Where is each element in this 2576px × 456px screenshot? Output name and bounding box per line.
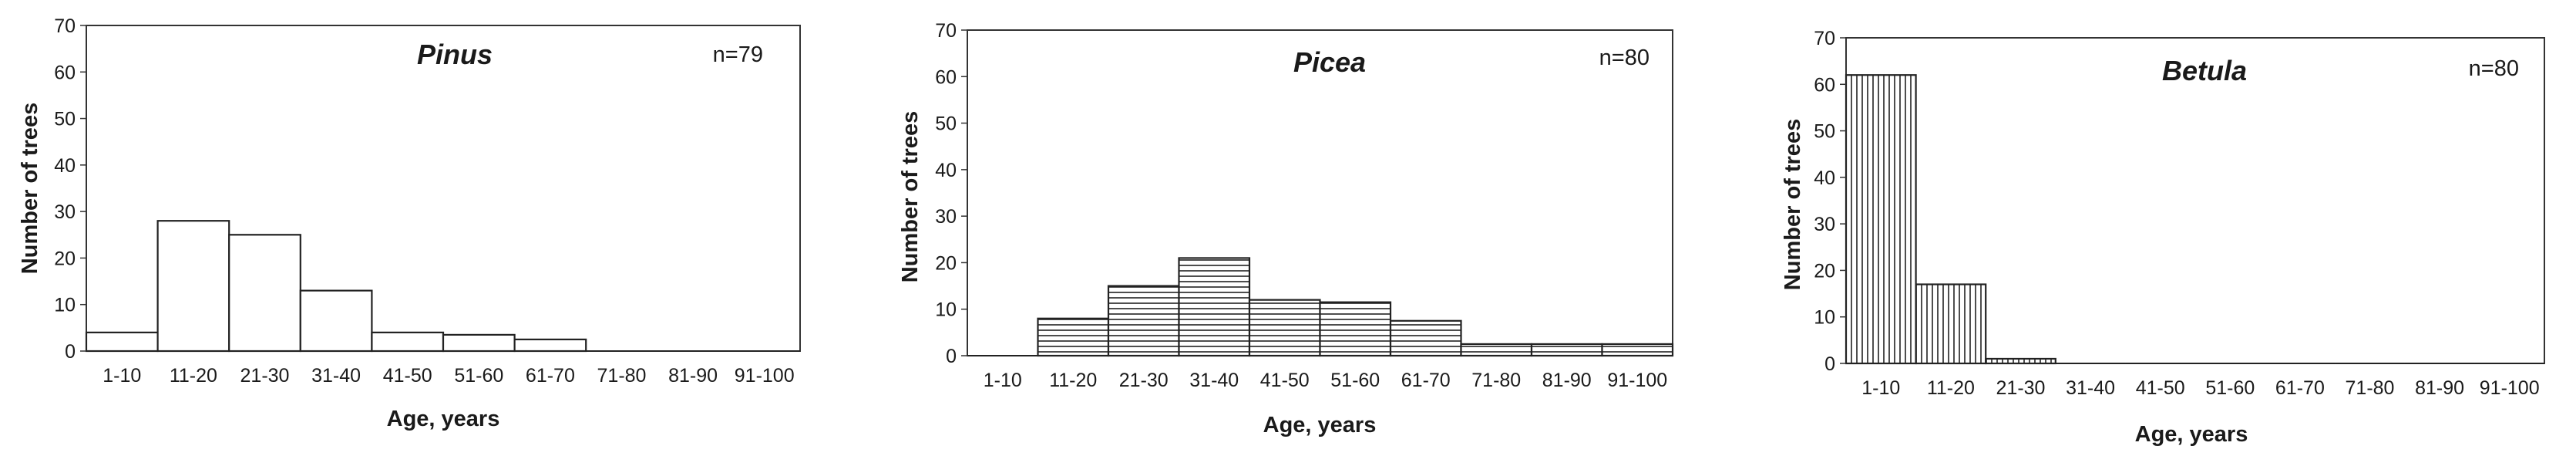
y-tick-label: 20 bbox=[935, 252, 957, 274]
y-tick-label: 60 bbox=[1814, 74, 1835, 96]
x-tick-label: 31-40 bbox=[1189, 370, 1239, 391]
bar-51-60 bbox=[1319, 301, 1392, 357]
y-tick-label: 0 bbox=[1824, 353, 1835, 375]
chart-panel-betula: 0 10 20 30 40 50 60 70 1-10 11-20 21-30 31-40 41-50… bbox=[1781, 28, 2545, 447]
bar-41-50 bbox=[371, 331, 445, 353]
bar-41-50 bbox=[1248, 299, 1321, 357]
x-tick-label: 41-50 bbox=[2136, 377, 2185, 399]
x-tick-label: 91-100 bbox=[735, 365, 795, 387]
bar-91-100 bbox=[1601, 343, 1674, 357]
x-axis-title: Age, years bbox=[1263, 413, 1377, 437]
chart-panel-picea: 0 10 20 30 40 50 60 70 1-10 11-20 21-30 31-40 41-50… bbox=[898, 20, 1674, 437]
x-tick-label: 21-30 bbox=[1119, 370, 1169, 391]
sample-size-annotation: n=80 bbox=[1599, 46, 1650, 70]
chart-title: Betula bbox=[2162, 55, 2247, 86]
bar-71-80 bbox=[1460, 343, 1533, 357]
x-tick-label: 1-10 bbox=[1861, 377, 1900, 399]
x-tick-label: 1-10 bbox=[103, 365, 141, 387]
y-axis-title: Number of trees bbox=[1781, 119, 1805, 290]
y-tick-label: 0 bbox=[946, 346, 957, 367]
y-tick-label: 60 bbox=[54, 62, 76, 83]
bar-1-10 bbox=[1845, 74, 1917, 365]
y-tick-label: 10 bbox=[54, 295, 76, 316]
bar-11-20 bbox=[1037, 317, 1110, 357]
bar-61-70 bbox=[513, 338, 587, 353]
x-tick-label: 61-70 bbox=[1401, 370, 1451, 391]
x-tick-label: 41-50 bbox=[383, 365, 432, 387]
y-tick-label: 70 bbox=[54, 15, 76, 37]
bar-1-10 bbox=[85, 331, 159, 353]
y-tick-label: 50 bbox=[935, 113, 957, 135]
y-tick-label: 50 bbox=[1814, 121, 1835, 143]
bar-81-90 bbox=[1530, 343, 1603, 357]
x-tick-label: 21-30 bbox=[240, 365, 290, 387]
y-axis-title: Number of trees bbox=[18, 103, 42, 274]
y-tick-label: 40 bbox=[54, 155, 76, 177]
x-tick-label: 61-70 bbox=[526, 365, 575, 387]
y-tick-label: 20 bbox=[1814, 260, 1835, 282]
x-tick-label: 81-90 bbox=[668, 365, 718, 387]
sample-size-annotation: n=80 bbox=[2469, 56, 2519, 81]
chart-title: Pinus bbox=[417, 39, 493, 70]
x-tick-label: 71-80 bbox=[597, 365, 647, 387]
x-tick-label: 11-20 bbox=[1049, 370, 1097, 391]
x-tick-label: 51-60 bbox=[2205, 377, 2255, 399]
y-tick-label: 40 bbox=[1814, 167, 1835, 189]
bar-21-30 bbox=[1107, 285, 1180, 357]
sample-size-annotation: n=79 bbox=[713, 42, 763, 67]
bar-31-40 bbox=[299, 289, 373, 353]
x-tick-label: 91-100 bbox=[2480, 377, 2540, 399]
x-axis-title: Age, years bbox=[387, 407, 500, 431]
y-tick-label: 60 bbox=[935, 66, 957, 88]
x-tick-label: 81-90 bbox=[2415, 377, 2464, 399]
y-tick-label: 40 bbox=[935, 160, 957, 181]
bar-61-70 bbox=[1389, 319, 1462, 357]
x-tick-label: 41-50 bbox=[1260, 370, 1310, 391]
x-tick-label: 31-40 bbox=[311, 365, 361, 387]
y-tick-label: 30 bbox=[1814, 214, 1835, 235]
bar-11-20 bbox=[156, 220, 230, 353]
y-tick-label: 10 bbox=[935, 299, 957, 321]
chart-panel-pinus: 0 10 20 30 40 50 60 70 1-10 11-20 21-30 31-40 41-50… bbox=[18, 15, 801, 431]
y-tick-label: 50 bbox=[54, 109, 76, 130]
bar-21-30 bbox=[228, 234, 301, 353]
bar-11-20 bbox=[1915, 283, 1987, 365]
bar-31-40 bbox=[1178, 257, 1251, 357]
x-tick-label: 71-80 bbox=[2346, 377, 2395, 399]
bar-21-30 bbox=[1985, 357, 2056, 365]
x-tick-label: 51-60 bbox=[1330, 370, 1380, 391]
chart-title: Picea bbox=[1293, 46, 1366, 78]
y-tick-label: 20 bbox=[54, 248, 76, 269]
y-tick-label: 0 bbox=[65, 341, 76, 363]
y-tick-label: 30 bbox=[54, 201, 76, 223]
x-tick-label: 61-70 bbox=[2275, 377, 2325, 399]
x-tick-label: 11-20 bbox=[1927, 377, 1975, 399]
bar-51-60 bbox=[442, 333, 516, 353]
x-tick-label: 91-100 bbox=[1607, 370, 1667, 391]
x-tick-label: 71-80 bbox=[1471, 370, 1521, 391]
x-tick-label: 11-20 bbox=[170, 365, 217, 387]
y-tick-label: 70 bbox=[935, 20, 957, 42]
x-tick-label: 81-90 bbox=[1542, 370, 1592, 391]
x-tick-label: 1-10 bbox=[984, 370, 1022, 391]
y-tick-label: 30 bbox=[935, 206, 957, 228]
x-tick-label: 21-30 bbox=[1996, 377, 2046, 399]
y-axis-title: Number of trees bbox=[898, 111, 923, 282]
x-tick-label: 31-40 bbox=[2066, 377, 2115, 399]
x-axis-title: Age, years bbox=[2135, 422, 2248, 447]
y-tick-label: 70 bbox=[1814, 28, 1835, 49]
y-tick-label: 10 bbox=[1814, 307, 1835, 329]
x-tick-label: 51-60 bbox=[454, 365, 503, 387]
